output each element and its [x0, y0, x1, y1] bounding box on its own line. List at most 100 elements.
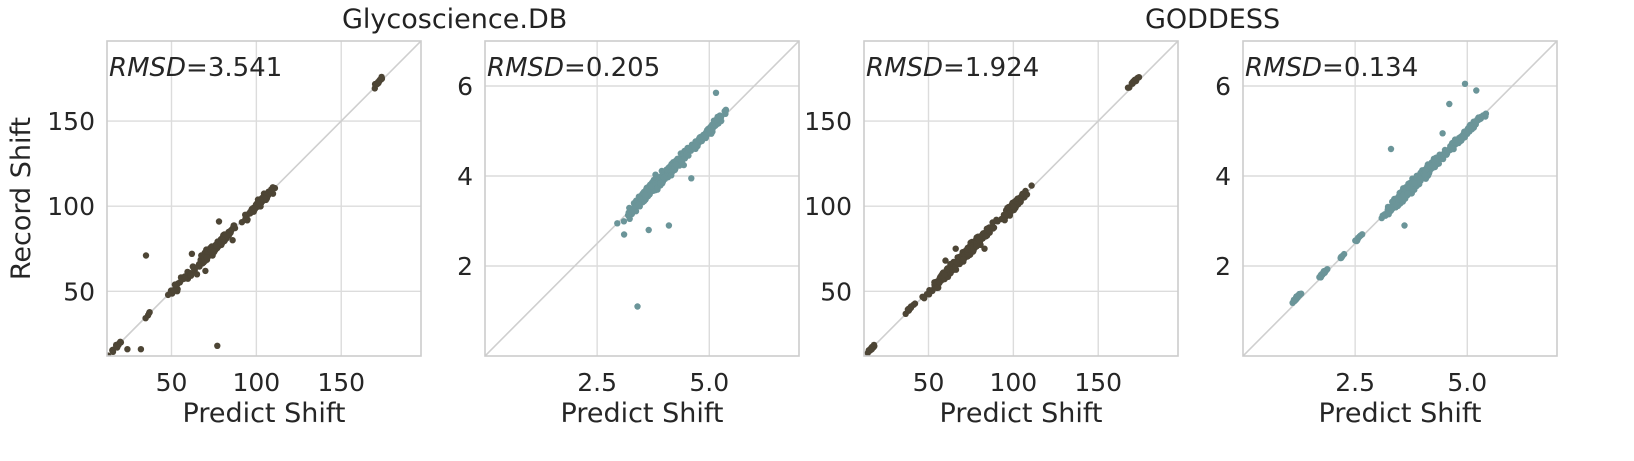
y-tick-label: 50	[820, 277, 852, 306]
x-tick-label: 100	[233, 368, 281, 397]
data-point	[1388, 204, 1395, 211]
data-point	[1482, 110, 1490, 117]
data-point	[657, 180, 664, 187]
data-point	[114, 344, 121, 351]
data-point	[202, 267, 209, 275]
x-axis-label: Predict Shift	[1319, 398, 1482, 429]
data-point	[973, 243, 980, 250]
y-tick-label: 2	[1215, 252, 1231, 281]
data-point	[1477, 113, 1485, 121]
data-point	[1473, 87, 1480, 94]
y-tick-label: 4	[457, 162, 473, 191]
data-point	[1293, 293, 1301, 301]
data-point	[712, 89, 720, 97]
rmsd-annotation: RMSD=1.924	[866, 53, 1039, 83]
data-point	[226, 230, 233, 238]
data-point	[1131, 77, 1139, 85]
data-point	[921, 295, 928, 302]
x-axis-label: Predict Shift	[183, 398, 346, 429]
x-tick-label: 5.0	[689, 368, 729, 397]
data-point	[1356, 233, 1363, 240]
data-point	[193, 271, 201, 278]
data-point	[668, 172, 675, 179]
axes-frame	[106, 40, 422, 357]
data-point	[984, 226, 991, 234]
data-point	[933, 284, 941, 292]
data-point	[1028, 182, 1035, 189]
data-point	[672, 161, 679, 168]
data-point	[620, 218, 628, 225]
data-point	[722, 106, 730, 114]
data-point	[953, 259, 960, 266]
data-point	[952, 245, 959, 252]
data-point	[215, 218, 223, 225]
y-tick-label: 6	[1215, 72, 1231, 101]
rmsd-annotation: RMSD=0.205	[487, 53, 660, 83]
data-point	[964, 246, 971, 253]
data-point	[989, 225, 997, 232]
data-point	[936, 279, 943, 287]
y-tick-label: 50	[63, 277, 95, 306]
data-points	[107, 73, 386, 356]
axes-frame	[863, 40, 1179, 357]
y-tick-label: 100	[47, 192, 95, 221]
data-point	[210, 248, 217, 255]
axes-frame	[1242, 40, 1558, 357]
rmsd-value: =0.205	[564, 53, 660, 83]
data-point	[626, 215, 633, 222]
rmsd-label: RMSD	[487, 53, 564, 83]
y-tick-label: 2	[457, 252, 473, 281]
x-tick-label: 50	[913, 368, 945, 397]
data-point	[1002, 211, 1009, 218]
data-point	[164, 291, 172, 299]
data-point	[695, 135, 703, 143]
data-point	[943, 265, 951, 273]
data-point	[146, 309, 153, 317]
data-point	[1446, 100, 1453, 108]
data-point	[1421, 171, 1429, 178]
data-point	[642, 191, 649, 198]
data-point	[634, 303, 641, 310]
data-point	[142, 252, 150, 259]
data-point	[117, 338, 124, 345]
y-tick-label: 6	[457, 72, 473, 101]
data-point	[195, 263, 202, 270]
data-points	[864, 74, 1143, 356]
data-point	[959, 256, 967, 263]
data-point	[1404, 190, 1411, 198]
data-point	[1417, 175, 1424, 182]
data-point	[137, 346, 145, 353]
group-title-goddess: GODDESS	[1145, 4, 1281, 35]
data-point	[1001, 217, 1008, 224]
data-point	[1462, 128, 1470, 135]
data-point	[142, 315, 149, 322]
data-point	[975, 236, 983, 243]
data-point	[1387, 145, 1395, 153]
rmsd-value: =1.924	[943, 53, 1039, 83]
data-point	[1401, 222, 1408, 229]
data-point	[1320, 269, 1327, 276]
data-point	[982, 233, 989, 240]
data-point	[109, 348, 117, 355]
scatter-panel-4: 2.5 5.0 2 4 6 Predict Shift RMSD=0.134	[1215, 40, 1558, 429]
data-point	[230, 223, 237, 230]
data-point	[170, 287, 178, 294]
data-point	[256, 199, 263, 207]
rmsd-label: RMSD	[1245, 53, 1322, 83]
data-point	[629, 208, 636, 215]
data-point	[941, 270, 948, 278]
data-point	[904, 306, 912, 313]
data-point	[1444, 147, 1451, 155]
x-tick-label: 150	[1074, 368, 1122, 397]
rmsd-label: RMSD	[109, 53, 186, 83]
data-point	[1439, 130, 1446, 137]
data-point	[171, 281, 179, 288]
data-point	[1411, 179, 1418, 187]
y-tick-label: 4	[1215, 162, 1231, 191]
data-point	[1124, 84, 1132, 91]
data-point	[717, 112, 724, 120]
data-point	[1389, 198, 1396, 205]
